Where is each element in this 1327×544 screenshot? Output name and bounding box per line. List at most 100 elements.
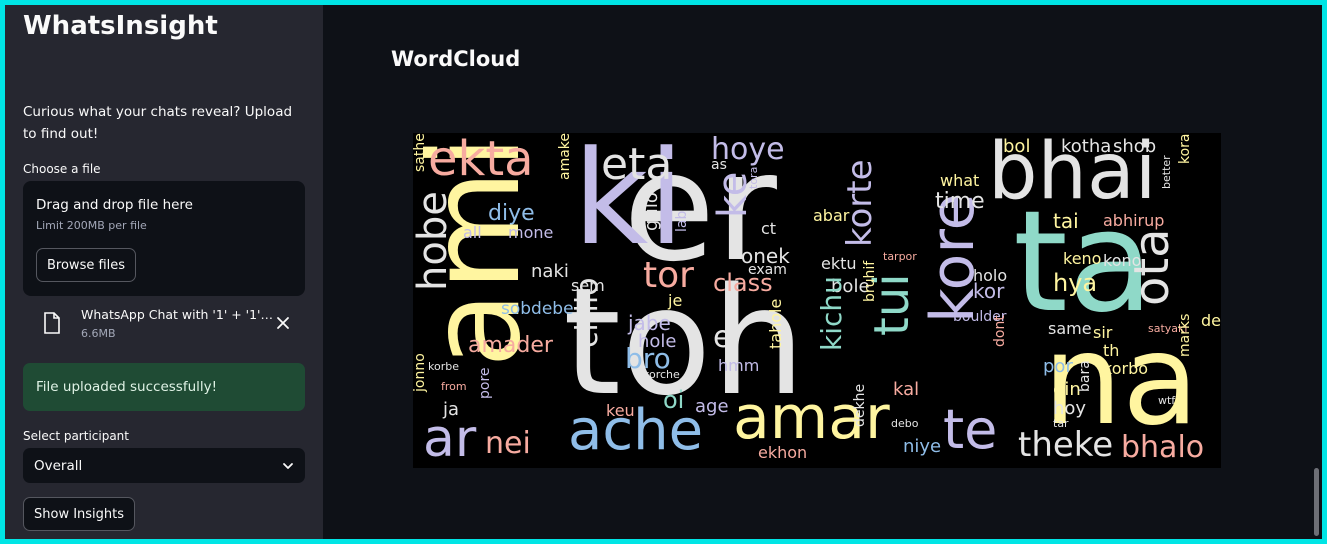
wordcloud-word: lab [674, 210, 690, 232]
wordcloud-word: kono [1103, 251, 1142, 270]
wordcloud-word: what [940, 171, 980, 190]
browse-files-button[interactable]: Browse files [36, 248, 137, 282]
wordcloud-word: bole [831, 276, 870, 297]
dropzone-limit: Limit 200MB per file [36, 219, 147, 232]
wordcloud-word: class [713, 269, 773, 297]
wordcloud-word: ta [1013, 181, 1154, 344]
wordcloud-word: naki [531, 261, 569, 282]
wordcloud-word: gulo [641, 192, 662, 231]
wordcloud-word: sathe [413, 133, 428, 172]
wordcloud-word: bara [1077, 360, 1093, 392]
wordcloud-word: marks [1177, 313, 1193, 357]
wordcloud-word: de [1201, 311, 1221, 330]
participant-select-label: Select participant [23, 429, 129, 443]
wordcloud-word: tarpor [883, 250, 917, 263]
wordcloud-word: tahole [766, 298, 785, 349]
wordcloud-word: korbe [428, 360, 459, 373]
wordcloud-word: nei [485, 426, 531, 461]
wordcloud-word: bro [625, 342, 671, 375]
main-content: WordCloud er ki toh ami ta na bhai ekta eta hoye k… [323, 5, 1322, 539]
wordcloud-word: hobe [413, 191, 456, 291]
wordcloud-word: na [1043, 308, 1199, 453]
close-icon[interactable] [275, 315, 291, 331]
uploaded-file-name: WhatsApp Chat with '1' + '1' = '... [81, 307, 273, 322]
wordcloud-word: pore [477, 367, 493, 399]
wordcloud-word: tor [643, 255, 694, 296]
wordcloud-word: sobdebe [501, 299, 574, 319]
wordcloud-word: ekhon [758, 443, 808, 462]
wordcloud-word: shob [1113, 136, 1157, 157]
wordcloud-image: er ki toh ami ta na bhai ekta eta hoye ke hobe korte… [413, 133, 1221, 468]
wordcloud-word: jonno [413, 353, 428, 392]
wordcloud-word: ei [713, 320, 740, 355]
wordcloud-word: je [668, 291, 683, 310]
wordcloud-word: keu [606, 401, 635, 420]
wordcloud-word: kichu [815, 276, 848, 351]
wordcloud-word: bol [1003, 136, 1031, 157]
wordcloud-word: por [1043, 356, 1073, 377]
participant-select[interactable]: Overall [23, 448, 305, 483]
wordcloud-word: debo [891, 417, 919, 430]
wordcloud-word: tar [1053, 417, 1069, 430]
wordcloud-word: oi [663, 386, 685, 414]
wordcloud-word: all [463, 223, 482, 242]
wordcloud-word: exam [748, 262, 787, 278]
wordcloud-word: bhai [988, 133, 1157, 217]
wordcloud-word: ki [573, 133, 685, 274]
wordcloud-word: hya [1053, 269, 1098, 297]
wordcloud-word: time [935, 189, 985, 214]
wordcloud-word: er [623, 133, 777, 295]
wordcloud-word: eta [601, 139, 673, 190]
wordcloud-word: niye [903, 436, 942, 457]
wordcloud-word: ektu [821, 254, 857, 273]
wordcloud-word: bruhif [862, 260, 878, 302]
wordcloud-word: korte [840, 159, 880, 247]
wordcloud-word: ar [423, 409, 477, 468]
wordcloud-word: abar [813, 206, 850, 225]
wordcloud-word: ct [761, 219, 777, 238]
wordcloud-word: amake [557, 133, 573, 181]
app-title: WhatsInsight [23, 11, 218, 41]
wordcloud-word: korche [643, 368, 680, 381]
dropzone-title: Drag and drop file here [36, 197, 193, 213]
wordcloud-word: theke [1018, 425, 1114, 465]
wordcloud-word: toh [563, 256, 806, 428]
wordcloud-word: mone [508, 223, 554, 242]
wordcloud-word: boulder [953, 309, 1007, 325]
wordcloud-word: th [1103, 341, 1120, 360]
wordcloud-word: kora [1177, 133, 1193, 164]
file-uploader-label: Choose a file [23, 162, 101, 176]
wordcloud-word: dont [992, 315, 1008, 347]
sidebar: WhatsInsight Curious what your chats rev… [5, 5, 323, 539]
wordcloud-word: better [1160, 155, 1173, 189]
success-alert: File uploaded successfully! [23, 363, 305, 411]
wordcloud-word: sir [1093, 323, 1113, 342]
wordcloud-word: jabe [628, 311, 671, 335]
chevron-down-icon [283, 462, 293, 469]
wordcloud-word: amar [733, 383, 890, 453]
scrollbar[interactable] [1314, 468, 1319, 536]
wordcloud-word: hmm [718, 356, 760, 375]
wordcloud-word: ekta [428, 133, 534, 187]
show-insights-button[interactable]: Show Insights [23, 497, 136, 531]
wordcloud-word: bhalo [1121, 430, 1205, 465]
wordcloud-word: kotha [1061, 136, 1112, 157]
wordcloud-word: hoy [1053, 398, 1087, 419]
wordcloud-word: sem [571, 276, 605, 295]
wordcloud-word: wtf [1158, 394, 1176, 407]
file-dropzone[interactable]: Drag and drop file here Limit 200MB per … [23, 181, 305, 296]
wordcloud-word: diye [488, 201, 535, 226]
section-title: WordCloud [391, 47, 521, 71]
wordcloud-word: abhirup [1103, 211, 1165, 230]
wordcloud-word: ache [568, 398, 704, 463]
wordcloud-word: kor [973, 279, 1005, 303]
wordcloud-word: from [441, 380, 467, 393]
wordcloud-word: onek [741, 244, 790, 268]
wordcloud-word: dekhe [852, 383, 868, 427]
app-window: WhatsInsight Curious what your chats rev… [5, 5, 1322, 539]
wordcloud-word: holo [973, 266, 1008, 285]
wordcloud-word: din [1053, 379, 1081, 400]
wordcloud-word: same [1048, 319, 1092, 338]
participant-select-value: Overall [34, 457, 83, 474]
uploaded-file-row: WhatsApp Chat with '1' + '1' = '... 6.6M… [23, 303, 305, 347]
